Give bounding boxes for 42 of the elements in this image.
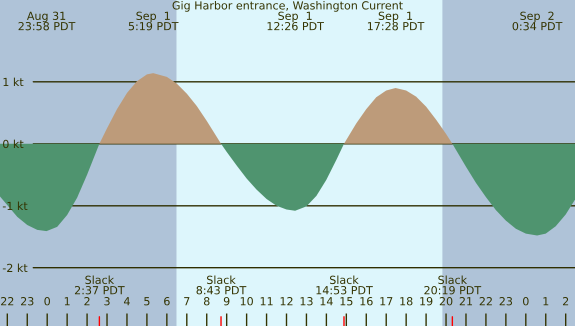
x-tick-label: 4 bbox=[124, 297, 130, 306]
x-tick-label: 23 bbox=[21, 297, 34, 306]
x-tick-label: 14 bbox=[320, 297, 333, 306]
annotation: Sep 1 5:19 PDT bbox=[128, 12, 179, 30]
x-tick-label: 23 bbox=[500, 297, 512, 306]
x-tick-label: 0 bbox=[523, 297, 529, 306]
x-tick-label: 1 bbox=[543, 297, 548, 306]
x-tick-label: 22 bbox=[480, 297, 492, 306]
x-tick-label: 2 bbox=[84, 297, 90, 306]
x-tick-label: 13 bbox=[300, 297, 313, 306]
annotation: Sep 1 12:26 PDT bbox=[268, 12, 324, 30]
annotation: Aug 31 23:58 PDT bbox=[18, 12, 76, 30]
x-tick-label: 12 bbox=[280, 297, 292, 306]
x-tick-label: 18 bbox=[400, 297, 412, 306]
x-tick-label: 17 bbox=[380, 297, 392, 306]
x-tick-label: 3 bbox=[104, 297, 110, 306]
x-tick-label: 7 bbox=[184, 297, 190, 306]
x-tick-label: 8 bbox=[204, 297, 210, 306]
annotation: Slack 2:37 PDT bbox=[74, 275, 125, 294]
annotation: Slack 8:43 PDT bbox=[196, 275, 246, 294]
x-tick-label: 11 bbox=[260, 297, 273, 306]
annotation: Sep 2 0:34 PDT bbox=[512, 12, 562, 30]
annotation: Sep 1 17:28 PDT bbox=[368, 12, 424, 30]
x-tick-label: 1 bbox=[64, 297, 70, 306]
x-tick-label: 22 bbox=[1, 297, 14, 306]
y-tick-label: -1 kt bbox=[2, 202, 28, 210]
x-tick-label: 19 bbox=[420, 297, 432, 306]
x-tick-label: 6 bbox=[164, 297, 170, 306]
chart-title: Gig Harbor entrance, Washington Current bbox=[172, 0, 403, 12]
x-tick-label: 5 bbox=[144, 297, 150, 306]
x-tick-label: 20 bbox=[440, 297, 452, 306]
x-tick-label: 21 bbox=[460, 297, 472, 306]
y-tick-label: 1 kt bbox=[4, 78, 24, 86]
annotation: Slack 14:53 PDT bbox=[316, 275, 373, 294]
x-tick-label: 2 bbox=[562, 297, 568, 306]
x-tick-label: 16 bbox=[360, 297, 373, 306]
annotation: Slack 20:19 PDT bbox=[424, 275, 482, 294]
x-tick-label: 10 bbox=[240, 297, 253, 306]
x-tick-label: 0 bbox=[44, 297, 50, 306]
y-tick-label: -2 kt bbox=[2, 264, 28, 272]
x-tick-label: 9 bbox=[224, 297, 230, 306]
x-tick-label: 15 bbox=[340, 297, 352, 306]
